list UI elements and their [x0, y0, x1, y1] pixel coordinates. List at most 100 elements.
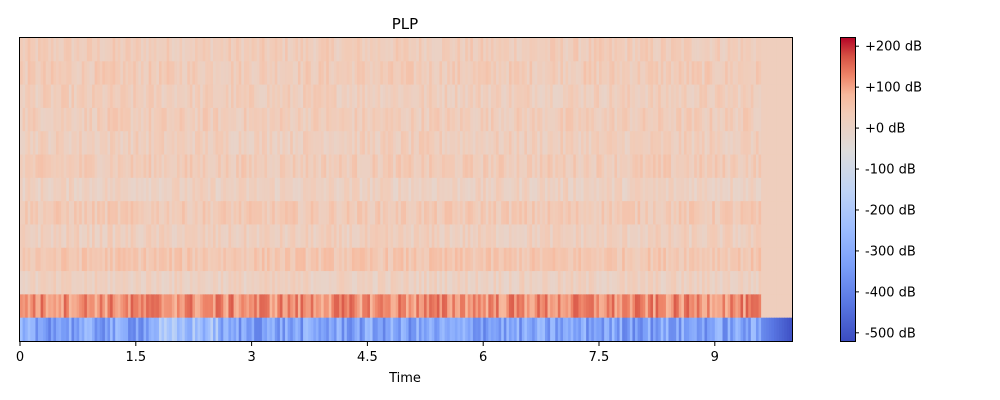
- heatmap-cell: [102, 271, 106, 295]
- heatmap-cell: [308, 317, 312, 342]
- heatmap-cell: [434, 38, 438, 62]
- heatmap-cell: [236, 154, 240, 179]
- heatmap-cell: [442, 131, 446, 156]
- heatmap-cell: [514, 247, 518, 272]
- heatmap-cell: [56, 271, 60, 295]
- heatmap-cell: [701, 247, 706, 272]
- heatmap-cell: [315, 154, 320, 179]
- heatmap-cell: [300, 154, 304, 179]
- heatmap-cell: [519, 107, 523, 132]
- heatmap-cell: [207, 271, 212, 295]
- heatmap-cell: [115, 131, 119, 156]
- heatmap-cell: [740, 131, 744, 156]
- heatmap-cell: [776, 61, 780, 86]
- heatmap-cell: [447, 107, 451, 132]
- heatmap-cell: [390, 247, 394, 272]
- heatmap-cell: [521, 84, 525, 109]
- heatmap-cell: [516, 317, 520, 342]
- heatmap-cell: [490, 107, 495, 132]
- heatmap-cell: [241, 107, 245, 132]
- heatmap-cell: [611, 201, 616, 226]
- heatmap-cell: [750, 224, 754, 249]
- heatmap-cell: [112, 224, 116, 249]
- heatmap-cell: [663, 294, 667, 319]
- heatmap-cell: [143, 154, 147, 179]
- heatmap-cell: [398, 84, 402, 109]
- heatmap-cell: [514, 294, 518, 319]
- heatmap-cell: [158, 38, 163, 62]
- heatmap-cell: [200, 61, 204, 86]
- heatmap-cell: [310, 107, 314, 132]
- heatmap-cell: [619, 84, 623, 109]
- heatmap-cell: [719, 38, 724, 62]
- heatmap-cell: [400, 154, 405, 179]
- heatmap-cell: [117, 61, 121, 86]
- heatmap-cell: [174, 224, 178, 249]
- heatmap-cell: [658, 61, 662, 86]
- heatmap-cell: [534, 247, 538, 272]
- heatmap-cell: [506, 317, 510, 342]
- heatmap-cell: [182, 84, 186, 109]
- heatmap-cell: [575, 131, 580, 156]
- heatmap-cell: [243, 84, 248, 109]
- heatmap-cell: [58, 131, 62, 156]
- heatmap-cell: [745, 84, 749, 109]
- heatmap-cell: [717, 154, 721, 179]
- heatmap-cell: [251, 247, 255, 272]
- heatmap-cell: [202, 107, 206, 132]
- heatmap-cell: [68, 84, 73, 109]
- heatmap-cell: [689, 131, 693, 156]
- heatmap-cell: [632, 294, 636, 319]
- heatmap-cell: [297, 224, 302, 249]
- heatmap-cell: [773, 38, 778, 62]
- heatmap-cell: [575, 294, 580, 319]
- heatmap-cell: [475, 154, 479, 179]
- heatmap-cell: [315, 61, 320, 86]
- heatmap-cell: [519, 271, 523, 295]
- heatmap-cell: [766, 177, 770, 202]
- heatmap-cell: [251, 107, 255, 132]
- heatmap-cell: [614, 271, 618, 295]
- heatmap-cell: [341, 38, 345, 62]
- heatmap-cell: [478, 224, 482, 249]
- heatmap-cell: [640, 224, 644, 249]
- heatmap-cell: [557, 271, 561, 295]
- heatmap-cell: [560, 201, 564, 226]
- heatmap-cell: [354, 131, 358, 156]
- heatmap-cell: [743, 61, 747, 86]
- heatmap-cell: [279, 177, 284, 202]
- heatmap-cell: [568, 247, 572, 272]
- heatmap-cell: [537, 201, 541, 226]
- heatmap-cell: [537, 271, 541, 295]
- heatmap-cell: [120, 107, 124, 132]
- heatmap-cell: [683, 84, 688, 109]
- heatmap-cell: [128, 247, 132, 272]
- heatmap-cell: [591, 177, 595, 202]
- heatmap-cell: [341, 177, 345, 202]
- heatmap-cell: [418, 38, 423, 62]
- heatmap-cell: [313, 131, 317, 156]
- heatmap-cell: [557, 317, 561, 342]
- heatmap-cell: [740, 201, 744, 226]
- heatmap-cell: [53, 177, 57, 202]
- heatmap-cell: [411, 317, 415, 342]
- heatmap-cell: [187, 271, 191, 295]
- heatmap-cell: [122, 224, 127, 249]
- heatmap-cell: [359, 317, 363, 342]
- heatmap-cell: [274, 107, 278, 132]
- heatmap-cell: [184, 201, 188, 226]
- heatmap-cell: [617, 294, 621, 319]
- heatmap-cell: [524, 317, 528, 342]
- heatmap-cell: [550, 154, 554, 179]
- heatmap-cell: [243, 107, 248, 132]
- heatmap-cell: [413, 154, 417, 179]
- heatmap-cell: [146, 247, 150, 272]
- heatmap-cell: [220, 317, 224, 342]
- heatmap-cell: [748, 154, 752, 179]
- heatmap-cell: [542, 201, 546, 226]
- heatmap-cell: [614, 224, 618, 249]
- heatmap-cell: [393, 224, 397, 249]
- heatmap-cell: [568, 131, 572, 156]
- heatmap-cell: [251, 177, 255, 202]
- heatmap-cell: [344, 154, 348, 179]
